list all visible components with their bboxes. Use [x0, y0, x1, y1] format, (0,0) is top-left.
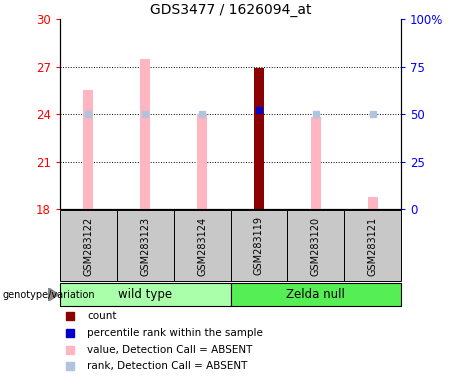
- Bar: [197, 114, 207, 209]
- Bar: [254, 68, 264, 209]
- Text: GSM283123: GSM283123: [140, 217, 150, 275]
- Text: GSM283121: GSM283121: [367, 217, 378, 275]
- Text: GSM283122: GSM283122: [83, 216, 94, 276]
- Text: GSM283124: GSM283124: [197, 217, 207, 275]
- Text: value, Detection Call = ABSENT: value, Detection Call = ABSENT: [87, 344, 253, 354]
- Bar: [230, 210, 287, 281]
- Bar: [344, 210, 401, 281]
- Text: genotype/variation: genotype/variation: [2, 290, 95, 300]
- Bar: [230, 283, 401, 306]
- Bar: [311, 118, 321, 209]
- Text: count: count: [87, 311, 117, 321]
- Bar: [287, 210, 344, 281]
- Bar: [140, 59, 150, 209]
- Polygon shape: [48, 288, 59, 301]
- Text: rank, Detection Call = ABSENT: rank, Detection Call = ABSENT: [87, 361, 248, 371]
- Text: percentile rank within the sample: percentile rank within the sample: [87, 328, 263, 338]
- Bar: [117, 210, 174, 281]
- Bar: [367, 197, 378, 209]
- Text: GSM283120: GSM283120: [311, 217, 321, 275]
- Bar: [83, 91, 94, 209]
- Bar: [174, 210, 230, 281]
- Bar: [60, 283, 230, 306]
- Text: wild type: wild type: [118, 288, 172, 301]
- Title: GDS3477 / 1626094_at: GDS3477 / 1626094_at: [150, 3, 311, 17]
- Text: Zelda null: Zelda null: [286, 288, 345, 301]
- Bar: [60, 210, 117, 281]
- Text: GSM283119: GSM283119: [254, 217, 264, 275]
